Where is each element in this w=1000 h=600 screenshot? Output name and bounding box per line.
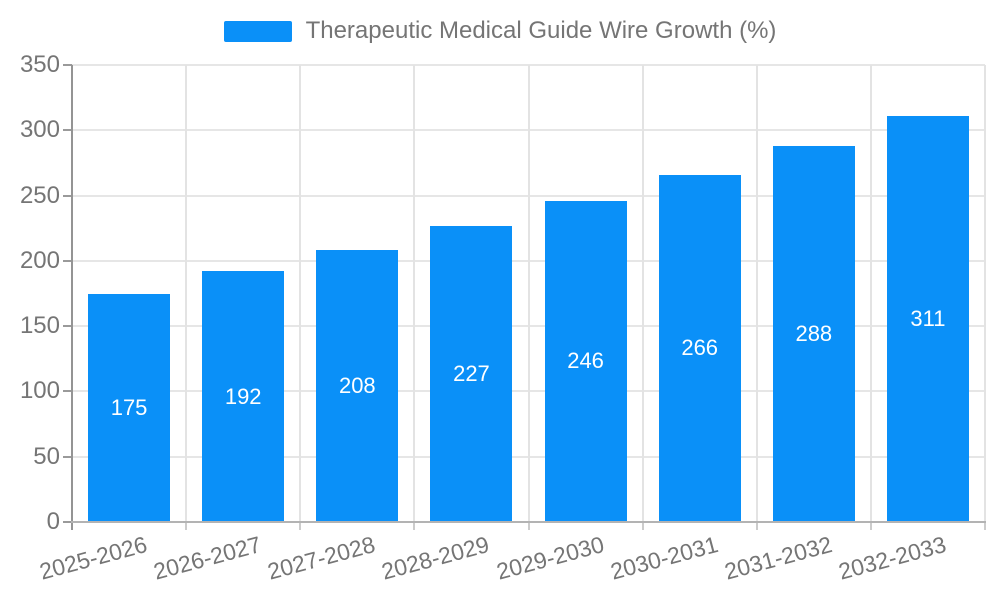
gridline-vertical (413, 65, 416, 522)
gridline-vertical (984, 65, 986, 522)
y-axis-tick (63, 521, 72, 523)
y-axis-tick-label: 150 (19, 312, 60, 340)
bar-value-label: 175 (110, 394, 148, 420)
bar-2025-2026[interactable] (88, 293, 171, 522)
legend[interactable]: Therapeutic Medical Guide Wire Growth (%… (0, 19, 1000, 43)
bar-value-label: 288 (795, 320, 833, 346)
y-axis-tick (63, 129, 72, 132)
y-axis-line (71, 65, 73, 530)
x-axis-tick (413, 522, 416, 530)
y-axis-tick-label: 300 (19, 116, 60, 144)
bar-2032-2033[interactable] (886, 115, 969, 522)
gridline-vertical (755, 65, 758, 522)
gridline-vertical (299, 65, 302, 522)
x-axis-tick (755, 522, 758, 530)
y-axis-tick-label: 350 (19, 51, 60, 78)
gridline-vertical (869, 65, 872, 522)
y-axis-tick-label: 100 (19, 377, 60, 405)
y-axis-tick (63, 325, 72, 328)
y-axis-tick-label: 250 (19, 181, 60, 209)
x-axis-tick (527, 522, 530, 530)
y-axis-tick (63, 390, 72, 393)
bar-2026-2027[interactable] (202, 271, 285, 522)
bar-2027-2028[interactable] (316, 250, 399, 522)
bar-value-label: 192 (224, 383, 262, 409)
bar-value-label: 311 (910, 305, 946, 331)
bar-2031-2032[interactable] (772, 145, 855, 522)
x-axis-tick (984, 522, 986, 530)
x-axis-tick (299, 522, 302, 530)
bar-2028-2029[interactable] (430, 225, 513, 522)
bar-value-label: 208 (338, 373, 376, 399)
bar-value-label: 266 (681, 335, 719, 361)
y-axis-tick-label: 200 (19, 246, 60, 274)
bar-value-label: 246 (567, 348, 604, 374)
y-axis-tick (63, 194, 72, 197)
legend-swatch (223, 20, 292, 42)
y-axis-tick-label: 50 (33, 442, 60, 470)
x-axis-tick (869, 522, 872, 530)
y-axis-tick (63, 259, 72, 262)
gridline-vertical (527, 65, 530, 522)
bar-2030-2031[interactable] (658, 174, 741, 522)
y-axis-tick-label: 0 (46, 508, 60, 535)
x-axis-tick (641, 522, 644, 530)
gridline-vertical (641, 65, 644, 522)
y-axis-tick (63, 64, 72, 66)
bar-value-label: 227 (453, 360, 490, 386)
y-axis-tick (63, 455, 72, 458)
bar-2029-2030[interactable] (544, 200, 627, 522)
gridline-vertical (185, 65, 188, 522)
x-axis-line (71, 521, 986, 523)
x-axis-tick (185, 522, 188, 530)
legend-label: Therapeutic Medical Guide Wire Growth (%… (305, 17, 777, 44)
